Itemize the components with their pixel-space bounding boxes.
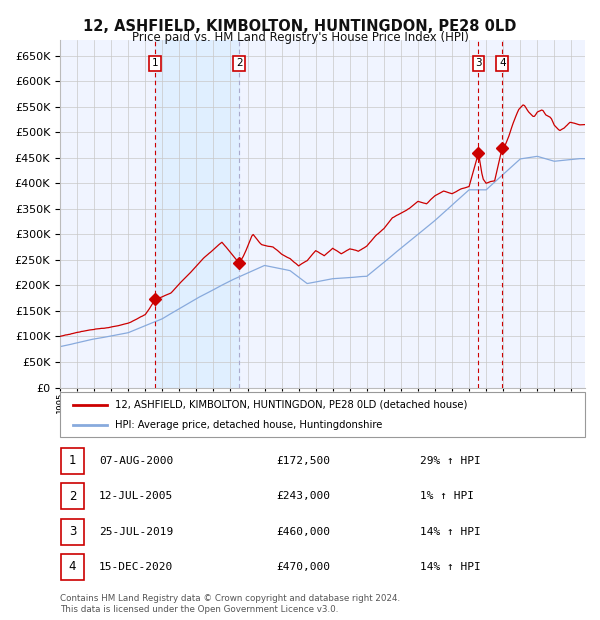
Text: 4: 4: [499, 58, 506, 68]
Text: Contains HM Land Registry data © Crown copyright and database right 2024.
This d: Contains HM Land Registry data © Crown c…: [60, 595, 400, 614]
Text: 14% ↑ HPI: 14% ↑ HPI: [420, 526, 481, 537]
Text: £172,500: £172,500: [276, 456, 330, 466]
Text: 1: 1: [152, 58, 158, 68]
Text: 12, ASHFIELD, KIMBOLTON, HUNTINGDON, PE28 0LD (detached house): 12, ASHFIELD, KIMBOLTON, HUNTINGDON, PE2…: [115, 399, 467, 410]
Text: Price paid vs. HM Land Registry's House Price Index (HPI): Price paid vs. HM Land Registry's House …: [131, 31, 469, 44]
Text: 25-JUL-2019: 25-JUL-2019: [99, 526, 173, 537]
Text: 4: 4: [69, 560, 76, 574]
Text: £460,000: £460,000: [276, 526, 330, 537]
Text: 1: 1: [69, 454, 76, 467]
Text: 2: 2: [69, 490, 76, 503]
FancyBboxPatch shape: [61, 483, 84, 510]
Text: HPI: Average price, detached house, Huntingdonshire: HPI: Average price, detached house, Hunt…: [115, 420, 383, 430]
Text: 07-AUG-2000: 07-AUG-2000: [99, 456, 173, 466]
Text: 15-DEC-2020: 15-DEC-2020: [99, 562, 173, 572]
Text: 3: 3: [475, 58, 482, 68]
Bar: [155, 40, 239, 388]
Text: 1% ↑ HPI: 1% ↑ HPI: [420, 491, 474, 502]
Text: 29% ↑ HPI: 29% ↑ HPI: [420, 456, 481, 466]
FancyBboxPatch shape: [61, 554, 84, 580]
Text: £470,000: £470,000: [276, 562, 330, 572]
Text: 3: 3: [69, 525, 76, 538]
Text: 2: 2: [236, 58, 242, 68]
Text: 12-JUL-2005: 12-JUL-2005: [99, 491, 173, 502]
Text: 12, ASHFIELD, KIMBOLTON, HUNTINGDON, PE28 0LD: 12, ASHFIELD, KIMBOLTON, HUNTINGDON, PE2…: [83, 19, 517, 33]
Text: £243,000: £243,000: [276, 491, 330, 502]
FancyBboxPatch shape: [61, 518, 84, 545]
Text: 14% ↑ HPI: 14% ↑ HPI: [420, 562, 481, 572]
FancyBboxPatch shape: [60, 392, 585, 437]
FancyBboxPatch shape: [61, 448, 84, 474]
